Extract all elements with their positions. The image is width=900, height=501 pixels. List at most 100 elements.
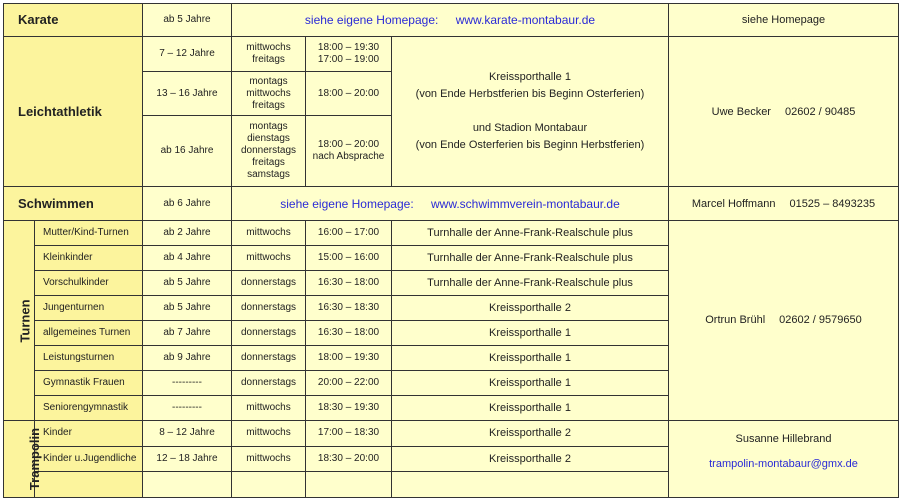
group-name bbox=[34, 471, 143, 498]
category-schwimmen: Schwimmen bbox=[3, 186, 143, 221]
contact-name: Marcel Hoffmann bbox=[691, 197, 776, 210]
row-turnen: allgemeines Turnen ab 7 Jahre donnerstags 1… bbox=[4, 320, 899, 346]
day: donnerstags bbox=[240, 145, 297, 156]
age: ab 9 Jahre bbox=[142, 345, 232, 371]
homepage-link[interactable]: www.schwimmverein-montabaur.de bbox=[431, 196, 620, 211]
category-label: Turnen bbox=[17, 298, 33, 343]
age: ab 5 Jahre bbox=[142, 295, 232, 321]
age: 12 – 18 Jahre bbox=[142, 445, 232, 472]
category-turnen: Turnen bbox=[3, 220, 35, 421]
contact: Marcel Hoffmann 01525 – 8493235 bbox=[668, 186, 899, 221]
location: Kreissporthalle 1 bbox=[391, 320, 669, 346]
location: Kreissporthalle 1 bbox=[391, 395, 669, 421]
days: mittwochs freitags bbox=[231, 36, 306, 72]
time: 17:00 – 19:00 bbox=[317, 54, 380, 65]
homepage-cell: siehe eigene Homepage: www.karate-montab… bbox=[231, 3, 669, 37]
location: Turnhalle der Anne-Frank-Realschule plus bbox=[391, 220, 669, 246]
location: Kreissporthalle 2 bbox=[391, 420, 669, 447]
row-trampolin bbox=[4, 471, 899, 498]
location-line: (von Ende Osterferien bis Beginn Herbstf… bbox=[415, 139, 645, 151]
age: ab 16 Jahre bbox=[142, 115, 232, 187]
day: mittwochs bbox=[231, 395, 306, 421]
age: ab 7 Jahre bbox=[142, 320, 232, 346]
day: mittwochs bbox=[246, 87, 291, 99]
category-trampolin: Trampolin bbox=[3, 420, 42, 498]
group-name: Jungenturnen bbox=[34, 295, 143, 321]
row-turnen: Gymnastik Frauen --------- donnerstags 20:0… bbox=[4, 370, 899, 396]
row-turnen: Seniorengymnastik --------- mittwochs 18:30… bbox=[4, 395, 899, 421]
group-name: Kinder u.Jugendliche bbox=[34, 445, 143, 472]
age: ab 4 Jahre bbox=[142, 245, 232, 271]
time: 18:00 – 20:00 bbox=[317, 139, 380, 150]
contact-phone: 01525 – 8493235 bbox=[789, 197, 876, 210]
category-leichtathletik: Leichtathletik bbox=[3, 36, 143, 187]
time: 15:00 – 16:00 bbox=[305, 245, 392, 271]
age: 13 – 16 Jahre bbox=[142, 71, 232, 116]
time: 18:30 – 20:00 bbox=[305, 445, 392, 472]
category-label: Trampolin bbox=[27, 427, 43, 490]
contact: Uwe Becker 02602 / 90485 bbox=[668, 36, 899, 187]
days: montags mittwochs freitags bbox=[231, 71, 306, 116]
location: Kreissporthalle 1 (von Ende Herbstferien… bbox=[391, 36, 669, 187]
location-line: (von Ende Herbstferien bis Beginn Osterf… bbox=[415, 88, 645, 100]
age: ab 6 Jahre bbox=[142, 186, 232, 221]
time: 17:00 – 18:30 bbox=[305, 420, 392, 447]
homepage-label: siehe eigene Homepage: bbox=[304, 13, 439, 27]
times: 18:00 – 19:30 17:00 – 19:00 bbox=[305, 36, 392, 72]
days: montags dienstags donnerstags freitags samst… bbox=[231, 115, 306, 187]
contact-name: Susanne Hillebrand bbox=[735, 433, 832, 445]
day: mittwochs bbox=[231, 420, 306, 447]
row-turnen: Kleinkinder ab 4 Jahre mittwochs 15:00 – 16… bbox=[4, 245, 899, 271]
category-karate: Karate bbox=[3, 3, 143, 37]
group-name: Kleinkinder bbox=[34, 245, 143, 271]
location bbox=[391, 471, 669, 498]
age: ab 5 Jahre bbox=[142, 3, 232, 37]
day: freitags bbox=[252, 157, 285, 168]
row-turnen: Jungenturnen ab 5 Jahre donnerstags 16:30 –… bbox=[4, 295, 899, 321]
row-turnen: Turnen Mutter/Kind-Turnen ab 2 Jahre mittwo… bbox=[3, 220, 899, 421]
contact: Ortrun Brühl 02602 / 9579650 bbox=[668, 220, 899, 421]
location: Kreissporthalle 2 bbox=[391, 295, 669, 321]
times: 18:00 – 20:00 nach Absprache bbox=[305, 115, 392, 187]
day: donnerstags bbox=[231, 320, 306, 346]
row-schwimmen: Schwimmen ab 6 Jahre siehe eigene Homepa… bbox=[3, 186, 899, 221]
day: donnerstags bbox=[231, 370, 306, 396]
age: 8 – 12 Jahre bbox=[142, 420, 232, 447]
time: 16:30 – 18:30 bbox=[305, 295, 392, 321]
contact-phone: 02602 / 9579650 bbox=[779, 313, 862, 326]
group-name: Mutter/Kind-Turnen bbox=[34, 220, 143, 246]
age: --------- bbox=[142, 370, 232, 396]
row-leichtathletik: 13 – 16 Jahre montags mittwochs freitags 1… bbox=[4, 71, 899, 116]
location: Kreissporthalle 1 bbox=[391, 345, 669, 371]
group-name: Gymnastik Frauen bbox=[34, 370, 143, 396]
contact-email-link[interactable]: trampolin-montabaur@gmx.de bbox=[709, 458, 858, 470]
row-trampolin: Trampolin Kinder 8 – 12 Jahre mittwochs 17:0… bbox=[3, 420, 899, 498]
day: donnerstags bbox=[231, 295, 306, 321]
day: mittwochs bbox=[246, 42, 291, 53]
time: 18:30 – 19:30 bbox=[305, 395, 392, 421]
location: Kreissporthalle 1 bbox=[391, 370, 669, 396]
homepage-link[interactable]: www.karate-montabaur.de bbox=[455, 13, 596, 27]
day bbox=[231, 471, 306, 498]
row-leichtathletik: ab 16 Jahre montags dienstags donnerstags f… bbox=[4, 115, 899, 187]
time: 16:30 – 18:00 bbox=[305, 270, 392, 296]
day: freitags bbox=[252, 99, 285, 111]
group-name: Leistungsturnen bbox=[34, 345, 143, 371]
time bbox=[305, 471, 392, 498]
location: Turnhalle der Anne-Frank-Realschule plus bbox=[391, 270, 669, 296]
day: samstags bbox=[247, 169, 290, 180]
location: Turnhalle der Anne-Frank-Realschule plus bbox=[391, 245, 669, 271]
day: donnerstags bbox=[231, 345, 306, 371]
day: freitags bbox=[252, 54, 285, 65]
day: montags bbox=[249, 121, 288, 132]
contact-name: Uwe Becker bbox=[711, 105, 771, 118]
time: 16:30 – 18:00 bbox=[305, 320, 392, 346]
time: 18:00 – 19:30 bbox=[305, 345, 392, 371]
sports-schedule-table: Karate ab 5 Jahre siehe eigene Homepage:… bbox=[3, 3, 899, 498]
row-karate: Karate ab 5 Jahre siehe eigene Homepage:… bbox=[3, 3, 899, 37]
time: 20:00 – 22:00 bbox=[305, 370, 392, 396]
location: Kreissporthalle 2 bbox=[391, 445, 669, 472]
group-name: allgemeines Turnen bbox=[34, 320, 143, 346]
contact: siehe Homepage bbox=[668, 3, 899, 37]
time: nach Absprache bbox=[312, 151, 385, 162]
